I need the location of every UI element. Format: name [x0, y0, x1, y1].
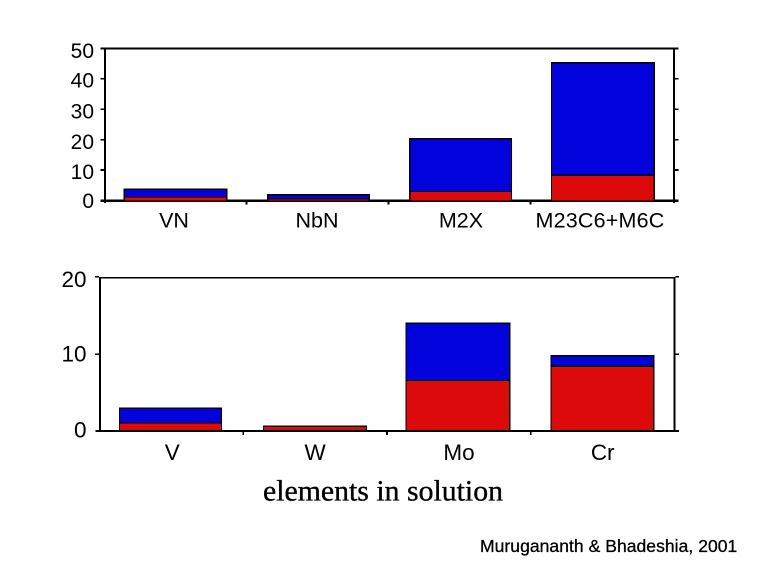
svg-text:elements in solution: elements in solution: [263, 475, 503, 508]
svg-text:NbN: NbN: [295, 209, 338, 233]
svg-text:30: 30: [71, 100, 94, 123]
svg-text:20: 20: [71, 131, 94, 154]
svg-text:50: 50: [71, 40, 94, 63]
svg-text:V: V: [165, 440, 180, 465]
svg-text:10: 10: [71, 161, 94, 184]
svg-text:20: 20: [61, 267, 86, 292]
svg-text:40: 40: [71, 70, 94, 93]
svg-text:M2X: M2X: [439, 209, 483, 233]
svg-text:0: 0: [82, 190, 94, 213]
svg-text:Mo: Mo: [443, 440, 474, 465]
svg-text:W: W: [304, 440, 326, 465]
svg-text:M23C6+M6C: M23C6+M6C: [535, 209, 664, 233]
svg-text:VN: VN: [159, 209, 189, 233]
svg-text:Murugananth & Bhadeshia, 2001: Murugananth & Bhadeshia, 2001: [480, 536, 737, 556]
svg-text:0: 0: [74, 418, 87, 443]
svg-text:10: 10: [61, 342, 86, 367]
svg-text:Cr: Cr: [591, 440, 615, 465]
